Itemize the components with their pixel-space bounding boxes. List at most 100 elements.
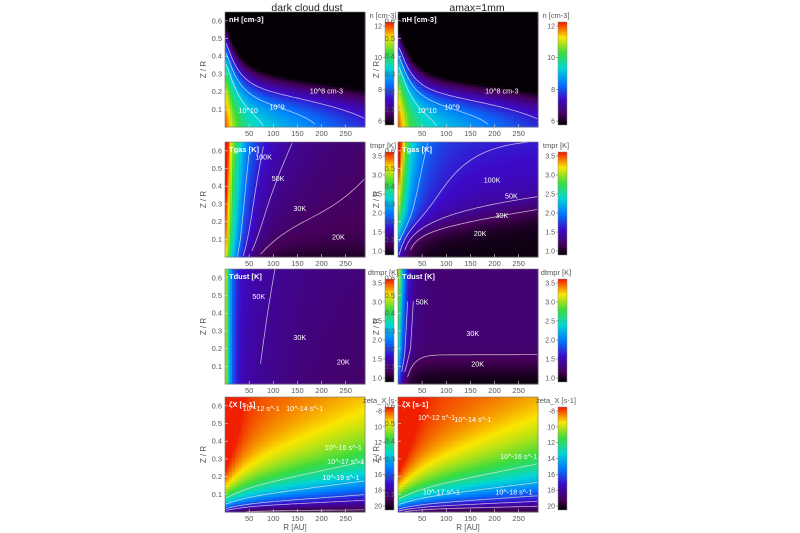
heatmap-cell: [253, 49, 256, 53]
heatmap-cell: [318, 64, 322, 68]
heatmap-cell: [412, 119, 415, 123]
heatmap-cell: [316, 57, 319, 61]
heatmap-cell: [400, 112, 404, 116]
heatmap-cell: [288, 22, 291, 26]
heatmap-cell: [358, 72, 361, 76]
heatmap-cell: [253, 12, 256, 16]
heatmap-cell: [320, 47, 324, 51]
heatmap-cell: [288, 72, 291, 76]
heatmap-cell: [292, 109, 296, 113]
heatmap-cell: [234, 94, 238, 98]
heatmap-cell: [405, 77, 408, 81]
heatmap-cell: [325, 67, 329, 71]
heatmap-cell: [262, 117, 266, 121]
heatmap-cell: [292, 112, 296, 116]
heatmap-cell: [297, 124, 301, 128]
heatmap-cell: [412, 92, 415, 96]
heatmap-cell: [311, 39, 315, 43]
heatmap-cell: [229, 59, 233, 63]
heatmap-cell: [264, 12, 268, 16]
heatmap-cell: [351, 29, 354, 33]
heatmap-cell: [351, 107, 354, 111]
heatmap-cell: [339, 124, 343, 128]
heatmap-cell: [337, 119, 340, 123]
heatmap-cell: [421, 29, 425, 33]
heatmap-cell: [236, 67, 240, 71]
heatmap-cell: [360, 39, 364, 43]
heatmap-cell: [297, 27, 301, 31]
heatmap-cell: [283, 72, 287, 76]
heatmap-cell: [360, 87, 364, 91]
heatmap-cell: [306, 32, 310, 36]
heatmap-cell: [341, 117, 345, 121]
heatmap-cell: [276, 102, 280, 106]
heatmap-cell: [271, 122, 275, 126]
heatmap-cell: [330, 17, 333, 21]
heatmap-cell: [341, 84, 345, 88]
heatmap-cell: [239, 69, 242, 73]
heatmap-cell: [405, 67, 408, 71]
heatmap-cell: [250, 12, 254, 16]
heatmap-cell: [269, 119, 273, 123]
heatmap-cell: [292, 29, 296, 33]
heatmap-cell: [327, 117, 331, 121]
heatmap-cell: [234, 104, 238, 108]
heatmap-cell: [299, 119, 303, 123]
heatmap-cell: [405, 14, 408, 18]
heatmap-cell: [250, 79, 254, 83]
heatmap-cell: [341, 122, 345, 126]
heatmap-cell: [227, 39, 231, 43]
heatmap-cell: [260, 12, 263, 16]
heatmap-cell: [362, 47, 366, 51]
heatmap-cell: [348, 69, 352, 73]
heatmap-cell: [306, 109, 310, 113]
heatmap-cell: [299, 52, 303, 56]
heatmap-cell: [325, 94, 329, 98]
heatmap-cell: [348, 59, 352, 63]
heatmap-cell: [309, 107, 312, 111]
heatmap-cell: [253, 24, 256, 28]
heatmap-cell: [358, 62, 361, 66]
heatmap-cell: [409, 87, 413, 91]
heatmap-cell: [311, 109, 315, 113]
heatmap-cell: [243, 49, 247, 53]
heatmap-cell: [318, 57, 322, 61]
heatmap-cell: [419, 44, 422, 48]
heatmap-cell: [257, 82, 261, 86]
heatmap-cell: [348, 39, 352, 43]
heatmap-cell: [311, 17, 315, 21]
heatmap-cell: [262, 74, 266, 78]
heatmap-cell: [302, 69, 305, 73]
heatmap-cell: [339, 69, 343, 73]
heatmap-cell: [309, 14, 312, 18]
y-tick-label: 0.4: [212, 52, 222, 61]
heatmap-cell: [409, 124, 413, 128]
heatmap-cell: [255, 114, 259, 118]
heatmap-cell: [246, 34, 249, 38]
heatmap-cell: [278, 14, 282, 18]
heatmap-cell: [400, 64, 404, 68]
heatmap-cell: [337, 64, 340, 68]
heatmap-cell: [330, 47, 333, 51]
heatmap-cell: [304, 79, 308, 83]
heatmap-cell: [341, 67, 345, 71]
x-tick-label: 250: [339, 129, 352, 138]
heatmap-cell: [311, 29, 315, 33]
heatmap-cell: [260, 19, 263, 23]
heatmap-cell: [337, 59, 340, 63]
heatmap-cell: [351, 77, 354, 81]
heatmap-cell: [339, 74, 343, 78]
heatmap-cell: [355, 112, 359, 116]
heatmap-cell: [232, 44, 235, 48]
heatmap-cell: [423, 67, 427, 71]
heatmap-cell: [332, 17, 336, 21]
heatmap-cell: [412, 72, 415, 76]
heatmap-cell: [297, 94, 301, 98]
heatmap-cell: [311, 24, 315, 28]
heatmap-cell: [407, 97, 411, 101]
heatmap-cell: [236, 109, 240, 113]
heatmap-cell: [353, 22, 357, 26]
heatmap-cell: [304, 107, 308, 111]
heatmap-cell: [253, 69, 256, 73]
